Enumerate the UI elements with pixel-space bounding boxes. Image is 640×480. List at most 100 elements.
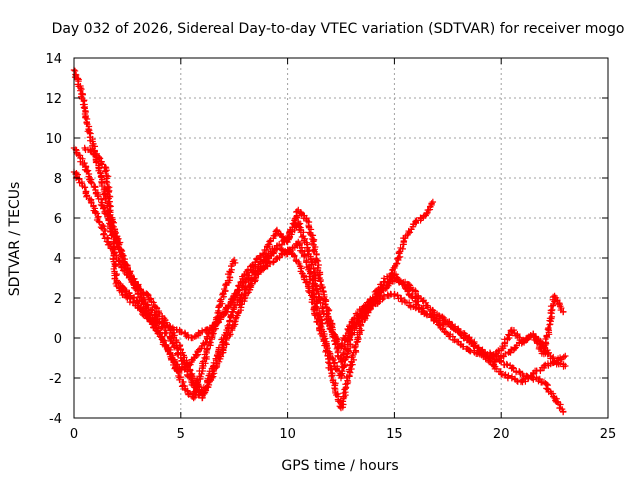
data-marker — [307, 269, 315, 276]
data-marker — [339, 368, 346, 375]
data-marker — [470, 343, 477, 350]
data-marker — [224, 322, 231, 330]
y-tick-label: 6 — [54, 212, 62, 227]
data-marker — [112, 262, 120, 269]
data-marker — [502, 350, 509, 358]
data-marker — [238, 291, 245, 299]
data-marker — [414, 298, 421, 305]
data-marker — [246, 282, 253, 290]
data-marker — [232, 302, 240, 309]
data-marker — [297, 210, 305, 217]
data-marker — [339, 349, 347, 357]
data-marker — [350, 320, 358, 327]
data-marker — [102, 196, 109, 204]
data-marker — [356, 325, 363, 332]
data-marker — [257, 267, 264, 274]
data-point — [559, 308, 567, 316]
y-tick-label: 8 — [54, 172, 62, 187]
data-marker — [331, 359, 339, 366]
data-marker — [226, 274, 234, 281]
data-marker — [352, 341, 359, 349]
data-marker — [348, 365, 355, 373]
data-marker — [163, 329, 170, 337]
series-track-6 — [487, 292, 567, 362]
data-marker — [250, 275, 258, 282]
x-tick-label: 0 — [70, 427, 78, 442]
data-marker — [127, 292, 134, 299]
data-marker — [147, 295, 154, 302]
data-marker — [506, 332, 513, 339]
data-marker — [178, 328, 185, 336]
data-marker — [102, 227, 109, 235]
data-marker — [325, 306, 333, 314]
data-marker — [101, 210, 108, 217]
data-marker — [541, 347, 549, 355]
data-marker — [395, 249, 403, 256]
data-marker — [97, 196, 105, 203]
y-tick-label: 2 — [54, 292, 62, 307]
data-marker — [185, 391, 192, 398]
data-marker — [269, 249, 277, 256]
data-marker — [505, 331, 512, 338]
data-marker — [226, 317, 233, 324]
x-axis-label: GPS time / hours — [281, 458, 398, 474]
data-marker — [122, 293, 130, 301]
data-marker — [328, 373, 335, 380]
data-marker — [103, 178, 110, 185]
data-marker — [560, 353, 567, 361]
data-marker — [106, 213, 114, 221]
data-marker — [305, 287, 312, 295]
data-marker — [234, 310, 242, 317]
data-marker — [300, 253, 308, 260]
data-marker — [88, 179, 95, 187]
data-marker — [231, 259, 239, 267]
data-marker — [236, 282, 243, 289]
data-marker — [185, 362, 193, 369]
data-marker — [533, 338, 541, 346]
data-marker — [103, 167, 110, 174]
data-marker — [200, 384, 208, 391]
data-marker — [310, 265, 317, 273]
y-tick-label: 14 — [45, 52, 62, 67]
x-tick-label: 20 — [493, 427, 510, 442]
data-marker — [417, 214, 424, 221]
data-marker — [187, 367, 194, 374]
data-marker — [224, 303, 232, 310]
data-marker — [428, 200, 435, 207]
data-marker — [554, 398, 561, 405]
data-marker — [204, 345, 211, 352]
data-marker — [144, 301, 151, 308]
data-marker — [166, 350, 174, 357]
data-marker — [105, 195, 112, 202]
data-marker — [308, 289, 316, 296]
data-marker — [325, 359, 332, 366]
data-marker — [144, 290, 151, 298]
data-marker — [148, 321, 156, 328]
data-marker — [327, 366, 334, 373]
y-tick-label: -4 — [49, 412, 62, 427]
data-marker — [331, 384, 338, 392]
data-marker — [84, 167, 92, 174]
data-marker — [158, 333, 165, 341]
data-marker — [342, 346, 350, 353]
data-marker — [191, 388, 198, 395]
data-marker — [338, 355, 346, 362]
series-track-5 — [113, 256, 239, 402]
data-marker — [194, 347, 202, 355]
data-marker — [412, 304, 420, 311]
data-marker — [309, 232, 317, 239]
data-marker — [199, 358, 207, 365]
data-marker — [103, 179, 111, 187]
data-marker — [131, 278, 139, 285]
data-marker — [193, 352, 200, 359]
data-marker — [232, 315, 239, 323]
data-marker — [396, 253, 404, 261]
data-marker — [298, 265, 305, 272]
data-marker — [332, 340, 340, 347]
data-marker — [310, 306, 317, 313]
y-tick-label: 10 — [45, 132, 62, 147]
data-marker — [397, 295, 404, 302]
x-tick-label: 25 — [600, 427, 617, 442]
data-marker — [83, 119, 90, 127]
x-tick-label: 5 — [177, 427, 185, 442]
